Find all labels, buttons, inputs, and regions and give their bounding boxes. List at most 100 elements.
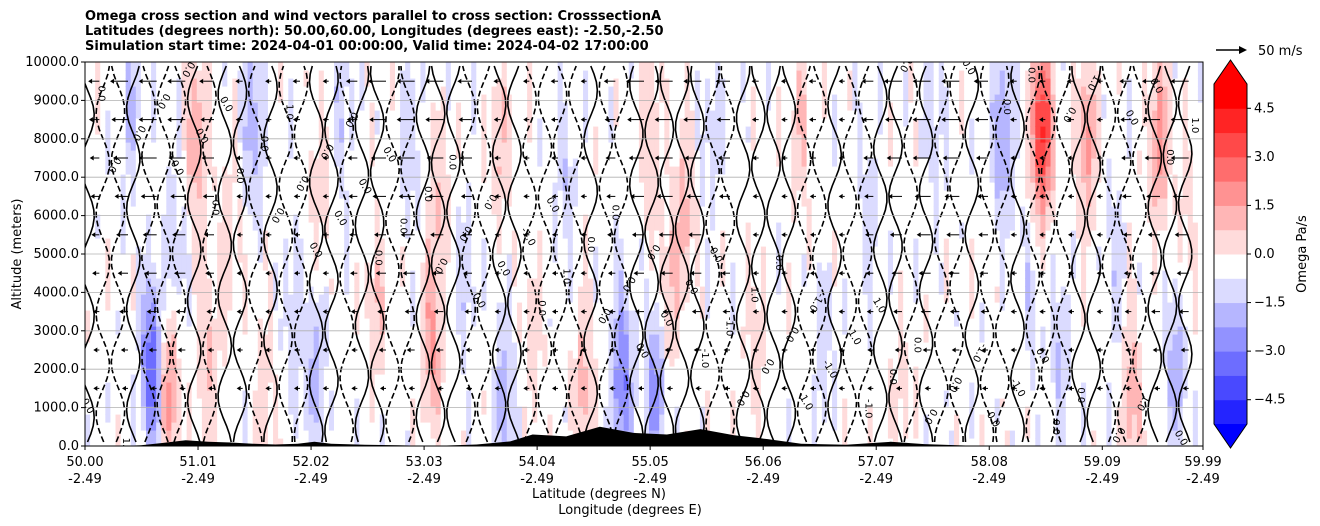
omega-cell xyxy=(542,254,549,263)
omega-cell xyxy=(522,390,528,399)
omega-cell xyxy=(425,390,432,399)
omega-cell xyxy=(471,374,477,383)
omega-cell xyxy=(598,414,604,423)
omega-cell xyxy=(608,206,615,215)
omega-cell xyxy=(156,142,162,151)
omega-cell xyxy=(257,206,264,215)
omega-cell xyxy=(481,422,488,431)
omega-cell xyxy=(547,174,554,183)
omega-cell xyxy=(364,118,371,127)
omega-cell xyxy=(359,334,366,343)
omega-cell xyxy=(583,166,589,175)
omega-cell xyxy=(130,382,137,391)
omega-cell xyxy=(171,118,178,127)
omega-cell xyxy=(455,110,462,119)
omega-cell xyxy=(145,70,152,79)
omega-cell xyxy=(257,318,264,327)
omega-cell xyxy=(577,102,584,111)
omega-cell xyxy=(196,278,203,287)
omega-cell xyxy=(262,166,269,175)
omega-cell xyxy=(303,406,310,415)
omega-cell xyxy=(532,430,538,439)
omega-cell xyxy=(156,222,162,231)
omega-cell xyxy=(288,118,294,127)
omega-cell xyxy=(435,422,442,431)
omega-cell xyxy=(349,158,355,167)
omega-cell xyxy=(257,302,264,311)
omega-cell xyxy=(603,350,610,359)
omega-cell xyxy=(181,238,188,247)
omega-cell xyxy=(547,62,554,71)
omega-cell xyxy=(344,310,350,319)
omega-cell xyxy=(445,110,452,119)
omega-cell xyxy=(354,398,361,407)
omega-cell xyxy=(196,206,203,215)
omega-cell xyxy=(455,262,462,271)
omega-cell xyxy=(552,174,559,183)
omega-cell xyxy=(196,318,203,327)
omega-cell xyxy=(176,286,183,295)
omega-cell xyxy=(278,158,284,167)
omega-cell xyxy=(501,262,508,271)
omega-cell xyxy=(354,62,361,71)
omega-cell xyxy=(206,158,213,167)
omega-cell xyxy=(394,142,401,151)
omega-cell xyxy=(339,214,345,223)
omega-cell xyxy=(486,270,493,279)
omega-cell xyxy=(171,174,178,183)
omega-cell xyxy=(100,190,106,199)
omega-cell xyxy=(151,118,157,127)
omega-cell xyxy=(496,350,503,359)
omega-cell xyxy=(232,70,239,79)
omega-cell xyxy=(481,222,488,231)
omega-cell xyxy=(288,414,294,423)
omega-cell xyxy=(506,238,513,247)
omega-cell xyxy=(100,374,106,383)
omega-cell xyxy=(359,182,366,191)
omega-cell xyxy=(303,350,310,359)
omega-cell xyxy=(450,342,457,351)
omega-cell xyxy=(303,198,310,207)
omega-cell xyxy=(420,206,427,215)
omega-cell xyxy=(140,190,147,199)
omega-cell xyxy=(100,318,106,327)
omega-cell xyxy=(511,182,518,191)
omega-cell xyxy=(161,366,167,375)
omega-cell xyxy=(450,118,457,127)
omega-cell xyxy=(537,430,543,439)
omega-cell xyxy=(176,254,183,263)
omega-cell xyxy=(354,302,361,311)
omega-cell xyxy=(303,238,310,247)
omega-cell xyxy=(130,366,137,375)
omega-cell xyxy=(100,414,106,423)
omega-cell xyxy=(217,126,223,135)
omega-cell xyxy=(567,94,574,103)
omega-cell xyxy=(491,302,498,311)
omega-cell xyxy=(318,262,325,271)
omega-cell xyxy=(181,270,188,279)
omega-cell xyxy=(217,326,223,335)
omega-cell xyxy=(293,374,300,383)
omega-cell xyxy=(542,294,549,303)
omega-cell xyxy=(156,366,162,375)
omega-cell xyxy=(288,246,294,255)
omega-cell xyxy=(425,206,432,215)
omega-cell xyxy=(212,166,218,175)
omega-cell xyxy=(100,94,106,103)
omega-cell xyxy=(181,70,188,79)
omega-cell xyxy=(176,246,183,255)
omega-cell xyxy=(176,62,183,71)
omega-cell xyxy=(471,86,477,95)
omega-cell xyxy=(115,142,122,151)
omega-cell xyxy=(181,86,188,95)
omega-cell xyxy=(135,358,142,367)
omega-cell xyxy=(450,78,457,87)
omega-cell xyxy=(440,326,447,335)
omega-cell xyxy=(273,150,279,159)
omega-cell xyxy=(435,142,442,151)
omega-cell xyxy=(273,134,279,143)
omega-cell xyxy=(527,278,533,287)
omega-cell xyxy=(583,62,589,71)
omega-cell xyxy=(537,302,543,311)
omega-cell xyxy=(445,126,452,135)
